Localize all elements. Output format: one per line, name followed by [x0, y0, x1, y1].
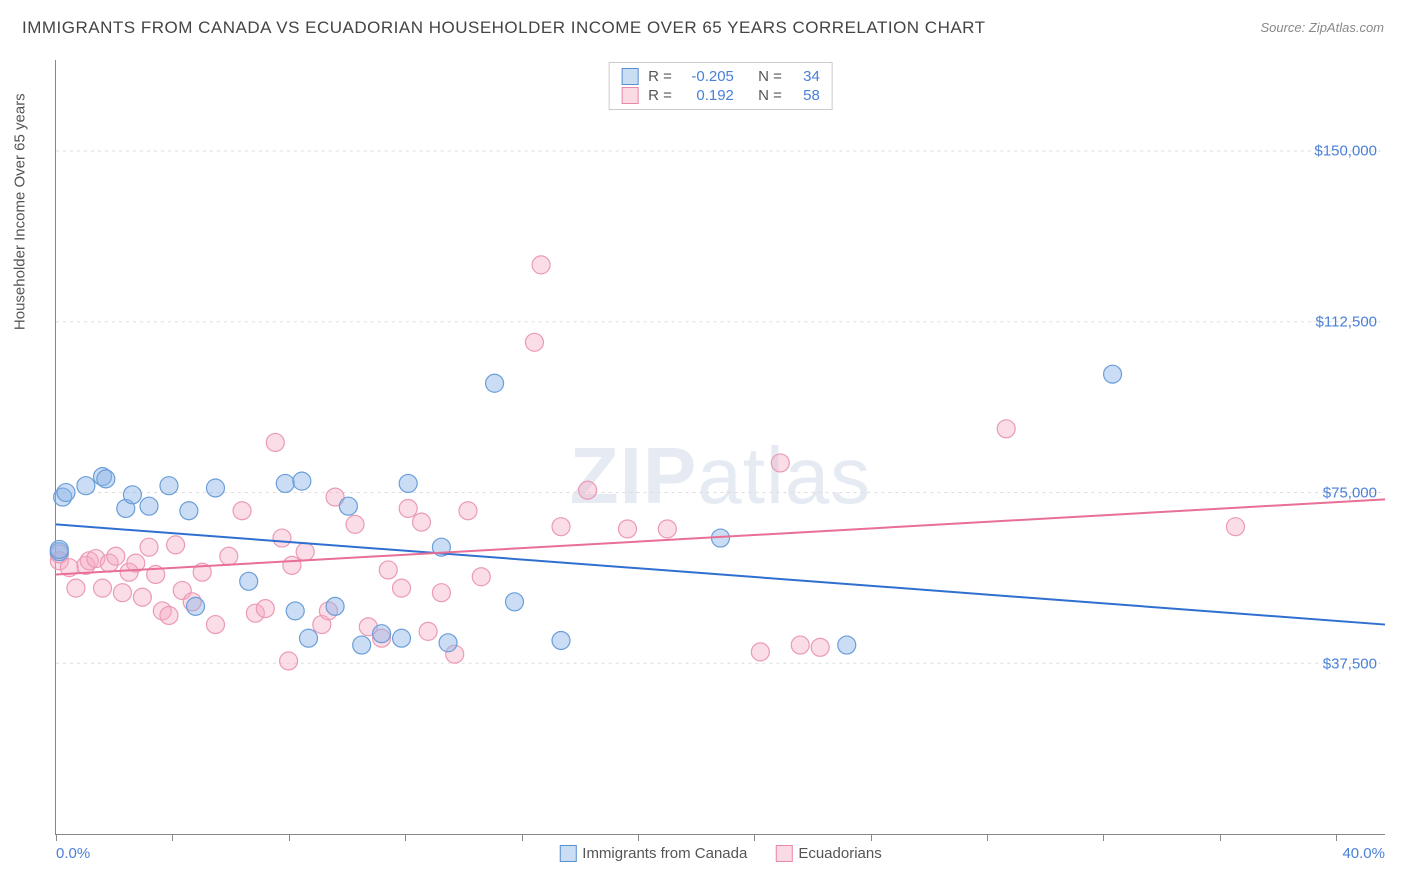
y-tick-label: $150,000	[1314, 143, 1377, 160]
y-tick-label: $112,500	[1316, 314, 1377, 331]
x-tick	[1336, 834, 1337, 841]
x-axis-min-label: 0.0%	[56, 845, 90, 862]
source-attribution: Source: ZipAtlas.com	[1260, 20, 1384, 35]
plot-area: ZIPatlas $37,500$75,000$112,500$150,000 …	[55, 60, 1385, 835]
legend: Immigrants from Canada Ecuadorians	[559, 845, 881, 862]
x-tick	[987, 834, 988, 841]
legend-item-series-b: Ecuadorians	[775, 845, 881, 862]
x-tick	[56, 834, 57, 841]
x-tick	[289, 834, 290, 841]
stats-row-series-a: R = -0.205 N = 34	[621, 67, 820, 86]
x-tick	[638, 834, 639, 841]
x-tick	[405, 834, 406, 841]
correlation-stats-box: R = -0.205 N = 34 R = 0.192 N = 58	[608, 62, 833, 110]
x-tick	[1103, 834, 1104, 841]
stats-n-value: 34	[792, 68, 820, 85]
legend-label-a: Immigrants from Canada	[582, 845, 747, 862]
x-tick	[871, 834, 872, 841]
stats-r-value: -0.205	[682, 68, 734, 85]
x-axis-max-label: 40.0%	[1342, 845, 1385, 862]
swatch-pink-icon	[775, 845, 792, 862]
x-tick	[754, 834, 755, 841]
x-tick	[522, 834, 523, 841]
x-tick	[1220, 834, 1221, 841]
swatch-blue-icon	[621, 68, 638, 85]
stats-row-series-b: R = 0.192 N = 58	[621, 86, 820, 105]
stats-n-label: N =	[758, 68, 782, 85]
chart-svg	[56, 60, 1385, 834]
legend-label-b: Ecuadorians	[798, 845, 881, 862]
x-tick	[172, 834, 173, 841]
stats-r-value: 0.192	[682, 87, 734, 104]
swatch-pink-icon	[621, 87, 638, 104]
y-tick-label: $37,500	[1323, 656, 1377, 673]
swatch-blue-icon	[559, 845, 576, 862]
stats-n-label: N =	[758, 87, 782, 104]
y-tick-label: $75,000	[1323, 485, 1377, 502]
stats-r-label: R =	[648, 68, 672, 85]
legend-item-series-a: Immigrants from Canada	[559, 845, 747, 862]
stats-n-value: 58	[792, 87, 820, 104]
y-axis-label: Householder Income Over 65 years	[12, 93, 29, 330]
chart-title: IMMIGRANTS FROM CANADA VS ECUADORIAN HOU…	[22, 18, 986, 38]
stats-r-label: R =	[648, 87, 672, 104]
